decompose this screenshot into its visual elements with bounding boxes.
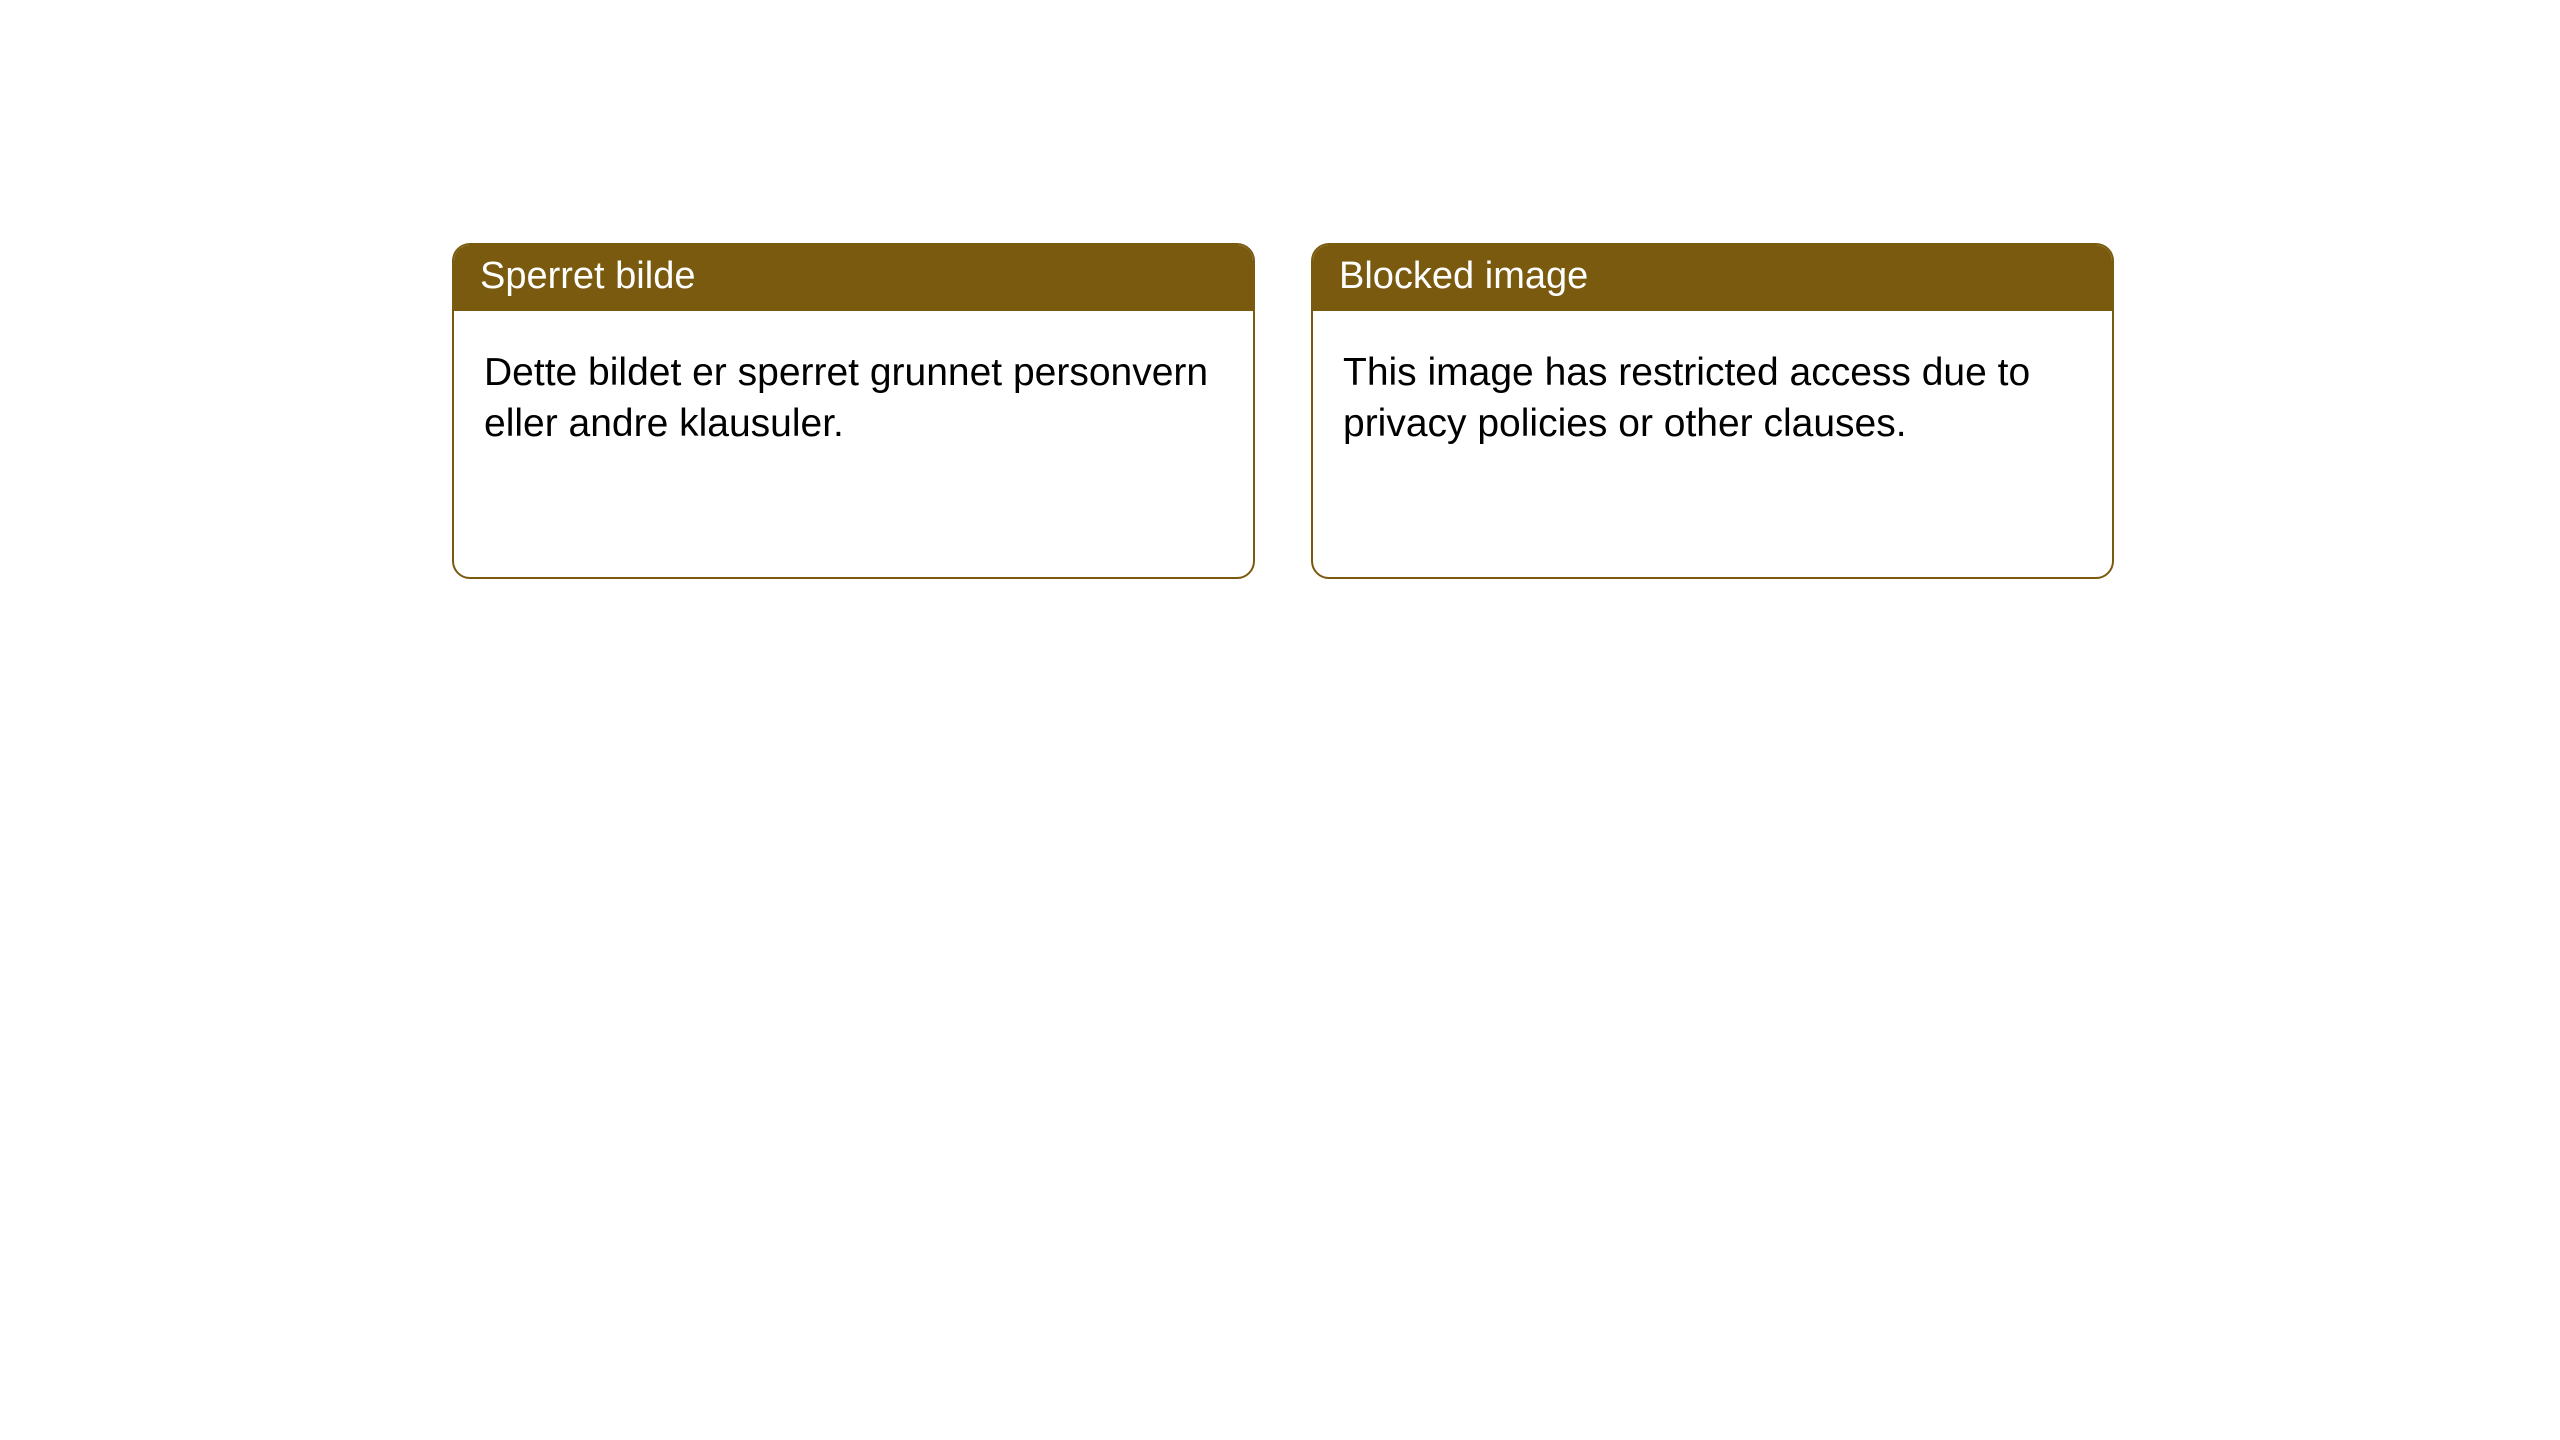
notice-card-english: Blocked image This image has restricted … bbox=[1311, 243, 2114, 579]
card-body-text: Dette bildet er sperret grunnet personve… bbox=[484, 351, 1208, 446]
card-title: Sperret bilde bbox=[480, 255, 695, 297]
card-body: Dette bildet er sperret grunnet personve… bbox=[454, 311, 1253, 481]
card-header: Blocked image bbox=[1313, 245, 2112, 311]
card-title: Blocked image bbox=[1339, 255, 1588, 297]
notice-card-norwegian: Sperret bilde Dette bildet er sperret gr… bbox=[452, 243, 1255, 579]
card-header: Sperret bilde bbox=[454, 245, 1253, 311]
card-body-text: This image has restricted access due to … bbox=[1343, 351, 2030, 446]
notice-container: Sperret bilde Dette bildet er sperret gr… bbox=[0, 0, 2560, 579]
card-body: This image has restricted access due to … bbox=[1313, 311, 2112, 481]
